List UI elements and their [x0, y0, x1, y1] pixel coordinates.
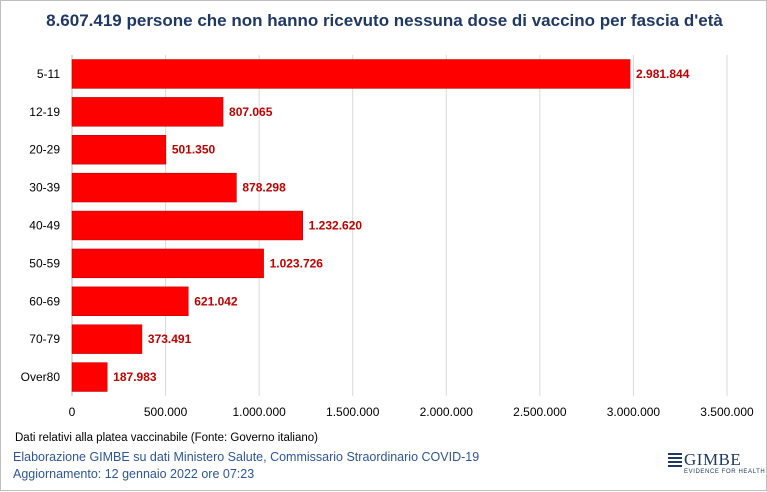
logo-tagline: EVIDENCE FOR HEALTH [684, 469, 766, 475]
bar [71, 362, 108, 392]
bar [71, 286, 189, 316]
category-label: 12-19 [29, 105, 60, 119]
x-tick-label: 3.000.000 [607, 405, 661, 419]
bar [71, 324, 143, 354]
category-label: 50-59 [29, 256, 60, 270]
x-tick-label: 1.000.000 [232, 405, 286, 419]
category-label: 5-11 [37, 67, 60, 81]
logo-word: GIMBE [684, 450, 742, 469]
category-label: 20-29 [29, 143, 60, 157]
x-tick-label: 0 [69, 405, 76, 419]
data-label: 373.491 [148, 332, 192, 346]
data-label: 187.983 [113, 370, 157, 384]
data-label: 621.042 [194, 294, 238, 308]
x-tick-label: 2.000.000 [420, 405, 474, 419]
data-label: 878.298 [242, 181, 286, 195]
gimbe-logo: GIMBE EVIDENCE FOR HEALTH [668, 450, 765, 481]
bar [71, 135, 167, 165]
data-label: 1.023.726 [270, 256, 324, 270]
category-label: 60-69 [29, 294, 60, 308]
category-label: Over80 [21, 370, 61, 384]
footer-credit: Elaborazione GIMBE su dati Ministero Sal… [13, 450, 480, 464]
chart-title: 8.607.419 persone che non hanno ricevuto… [46, 11, 723, 30]
bar [71, 172, 237, 203]
logo-mark-icon [668, 453, 682, 467]
bar [71, 59, 631, 89]
bar [71, 248, 264, 279]
x-tick-label: 500.000 [144, 405, 188, 419]
footer-updated: Aggiornamento: 12 gennaio 2022 ore 07:23 [13, 467, 255, 481]
data-label: 1.232.620 [309, 219, 363, 233]
x-tick-label: 3.500.000 [700, 405, 754, 419]
category-label: 30-39 [29, 181, 60, 195]
bar [71, 210, 303, 241]
category-label: 70-79 [29, 332, 60, 346]
data-label: 2.981.844 [636, 67, 690, 81]
data-label: 501.350 [172, 143, 216, 157]
bar [71, 97, 224, 127]
data-label: 807.065 [229, 105, 273, 119]
category-label: 40-49 [29, 219, 60, 233]
source-note: Dati relativi alla platea vaccinabile (F… [15, 432, 318, 444]
x-tick-label: 1.500.000 [326, 405, 380, 419]
x-tick-label: 2.500.000 [513, 405, 567, 419]
